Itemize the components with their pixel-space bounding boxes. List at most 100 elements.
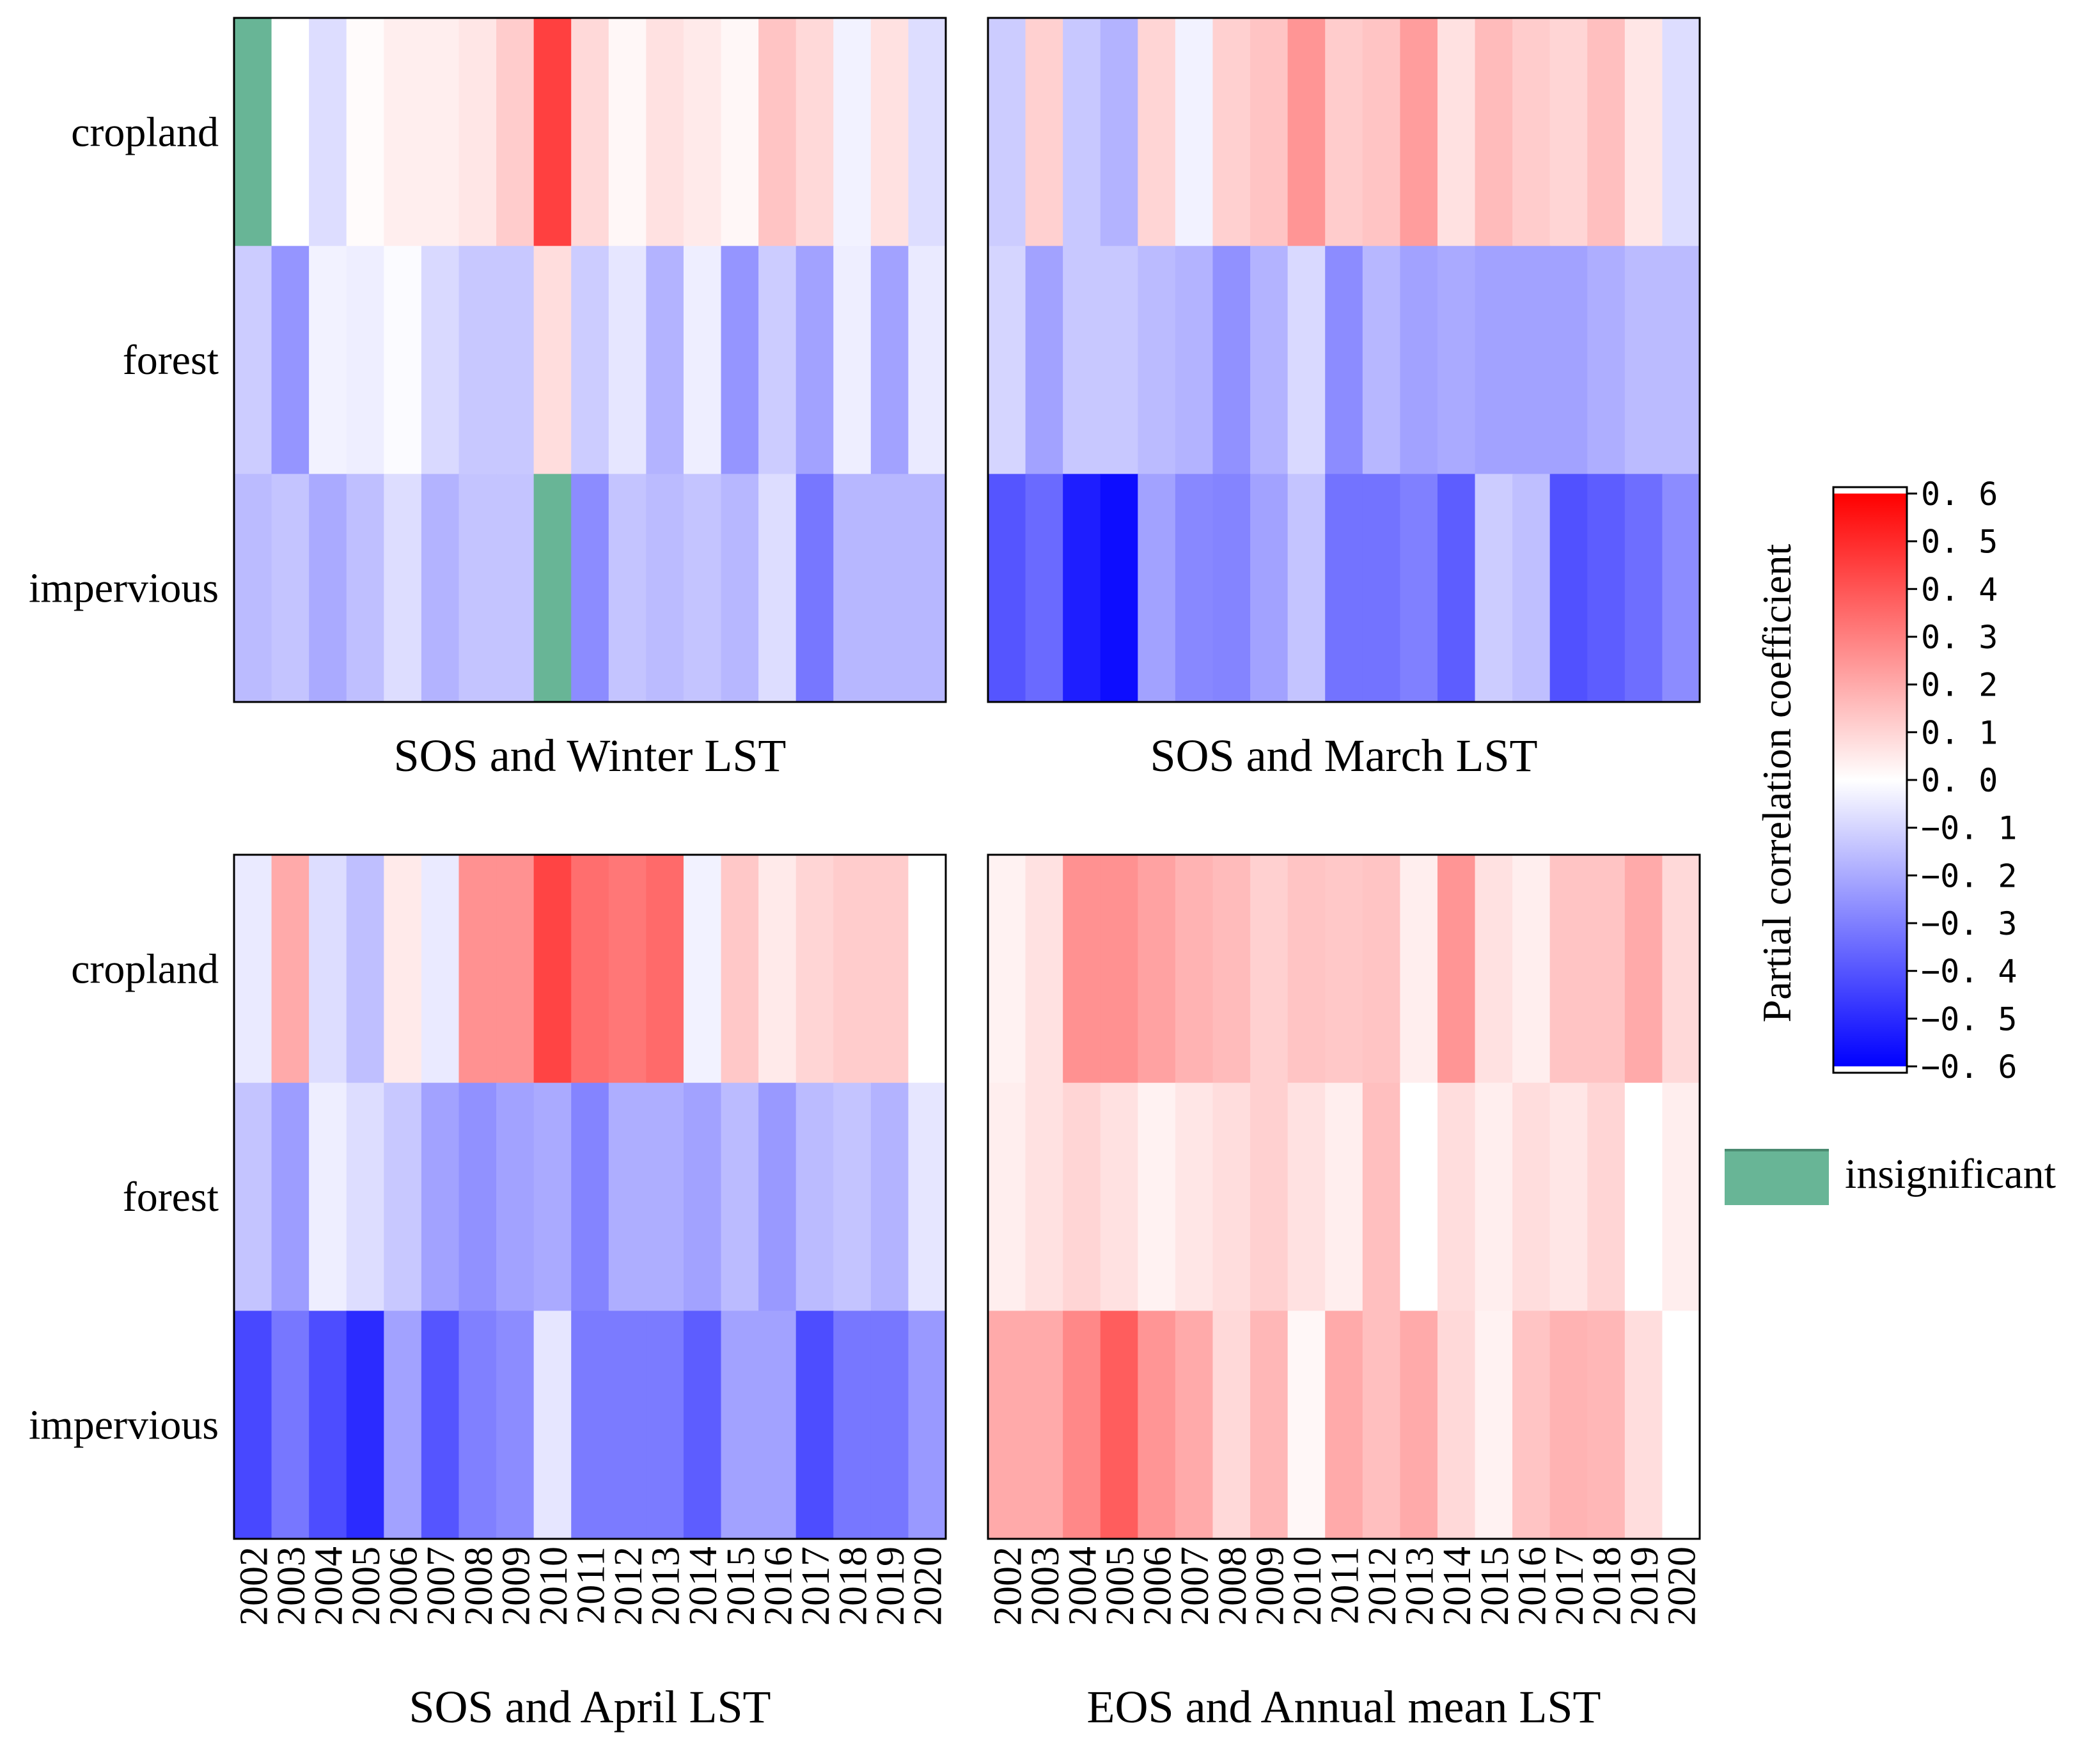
- heatmap-cell: [988, 1082, 1026, 1312]
- heatmap-cell: [608, 855, 647, 1084]
- heatmap-cell: [496, 1082, 535, 1312]
- heatmap-cell: [1624, 18, 1663, 247]
- heatmap-cell: [1063, 1311, 1101, 1539]
- heatmap-cell: [1063, 855, 1101, 1084]
- heatmap-cell: [346, 474, 385, 703]
- insignificant-legend: insignificant: [1725, 1149, 2056, 1205]
- year-tick-label: 2007: [1173, 1546, 1217, 1626]
- heatmap-cell: [1175, 855, 1214, 1084]
- year-tick-label: 2005: [345, 1546, 388, 1626]
- year-tick-label: 2018: [832, 1546, 875, 1626]
- year-tick-label: 2006: [1136, 1546, 1180, 1626]
- heatmap-cell: [496, 474, 535, 703]
- heatmap-cell: [458, 245, 497, 475]
- year-tick-label: 2012: [607, 1546, 650, 1626]
- heatmap-panels: cropland forest impervious SOS and Winter L…: [29, 17, 1704, 1733]
- panel-frame: [233, 853, 947, 1540]
- panel-frame: [987, 853, 1701, 1540]
- row-label: impervious: [29, 565, 219, 612]
- heatmap-cell: [795, 474, 835, 703]
- heatmap-cell: [1512, 855, 1551, 1084]
- heatmap-cell: [1138, 1311, 1176, 1539]
- heatmap-cell: [496, 1311, 535, 1539]
- heatmap-cell: [721, 245, 759, 475]
- heatmap-cell: [496, 245, 535, 475]
- heatmap-cell: [234, 245, 272, 475]
- heatmap-cell: [1100, 1082, 1139, 1312]
- heatmap-cell: [908, 245, 946, 475]
- year-tick-label: 2017: [1548, 1546, 1592, 1626]
- heatmap-cell: [683, 1311, 722, 1539]
- year-tick-label: 2015: [719, 1546, 763, 1626]
- heatmap-cell: [1437, 1082, 1476, 1312]
- heatmap-cell: [1475, 1082, 1513, 1312]
- heatmap-cell: [758, 855, 797, 1084]
- heatmap-cell: [1175, 1082, 1214, 1312]
- year-tick-label: 2015: [1473, 1546, 1517, 1626]
- heatmap-cell: [1587, 474, 1626, 703]
- colorbar-tick-label: 0. 3: [1921, 619, 1998, 656]
- heatmap-cell: [758, 245, 797, 475]
- heatmap-cell: [421, 18, 460, 247]
- heatmap-cell: [795, 245, 835, 475]
- heatmap-cell: [1400, 18, 1438, 247]
- heatmap-cell: [1175, 245, 1214, 475]
- heatmap-cell: [571, 1082, 609, 1312]
- colorbar-bottom-cap: [1833, 1066, 1907, 1073]
- heatmap-cell: [533, 474, 572, 703]
- heatmap-cell: [1549, 245, 1588, 475]
- heatmap-cell: [1512, 1082, 1551, 1312]
- heatmap-cell: [1587, 18, 1626, 247]
- colorbar-tick-label: 0. 1: [1921, 714, 1998, 751]
- heatmap-cell: [1475, 1311, 1513, 1539]
- row-label: impervious: [29, 1402, 219, 1449]
- heatmap-cell: [1400, 474, 1438, 703]
- year-tick-label: 2003: [270, 1546, 313, 1626]
- heatmap-cell: [1287, 855, 1326, 1084]
- heatmap-cell: [1250, 245, 1289, 475]
- heatmap-cell: [1475, 855, 1513, 1084]
- heatmap-cell: [1212, 1082, 1251, 1312]
- heatmap-cell: [1287, 1311, 1326, 1539]
- heatmap-cell: [384, 1311, 422, 1539]
- heatmap-cell: [234, 474, 272, 703]
- heatmap-cell: [1250, 1311, 1289, 1539]
- heatmap-cell: [1025, 1082, 1063, 1312]
- heatmap-cell: [1325, 474, 1363, 703]
- heatmap-cell: [1437, 245, 1476, 475]
- year-tick-label: 2010: [1286, 1546, 1329, 1626]
- heatmap-cell: [683, 18, 722, 247]
- heatmap-cell: [646, 855, 684, 1084]
- heatmap-cell: [1287, 18, 1326, 247]
- heatmap-cell: [758, 474, 797, 703]
- heatmap-cell: [1624, 245, 1663, 475]
- heatmap-cell: [1175, 1311, 1214, 1539]
- heatmap-cell: [1362, 1311, 1401, 1539]
- heatmap-cell: [384, 18, 422, 247]
- heatmap-cell: [533, 18, 572, 247]
- year-tick-label: 2008: [457, 1546, 501, 1626]
- year-tick-label: 2014: [1436, 1546, 1479, 1626]
- heatmap-cell: [721, 474, 759, 703]
- heatmap-cell: [1325, 1082, 1363, 1312]
- year-tick-label: 2007: [419, 1546, 463, 1626]
- heatmap-cell: [795, 1082, 835, 1312]
- colorbar-tick-label: −0. 1: [1921, 810, 2018, 847]
- heatmap-cell: [1662, 1311, 1700, 1539]
- year-tick-label: 2016: [1510, 1546, 1554, 1626]
- heatmap-cell: [721, 1082, 759, 1312]
- heatmap-cell: [608, 18, 647, 247]
- heatmap-cell: [870, 18, 909, 247]
- heatmap-cell: [908, 18, 946, 247]
- heatmap-cell: [1325, 245, 1363, 475]
- heatmap-cell: [608, 1311, 647, 1539]
- heatmap-cell: [721, 855, 759, 1084]
- heatmap-cell: [1250, 474, 1289, 703]
- heatmap-cell: [1287, 245, 1326, 475]
- heatmap-cell: [571, 855, 609, 1084]
- heatmap-cell: [234, 855, 272, 1084]
- heatmap-cell: [795, 18, 835, 247]
- heatmap-cell: [458, 18, 497, 247]
- panel-2: SOS and March LST: [987, 17, 1701, 781]
- panel-title: SOS and March LST: [1150, 730, 1538, 781]
